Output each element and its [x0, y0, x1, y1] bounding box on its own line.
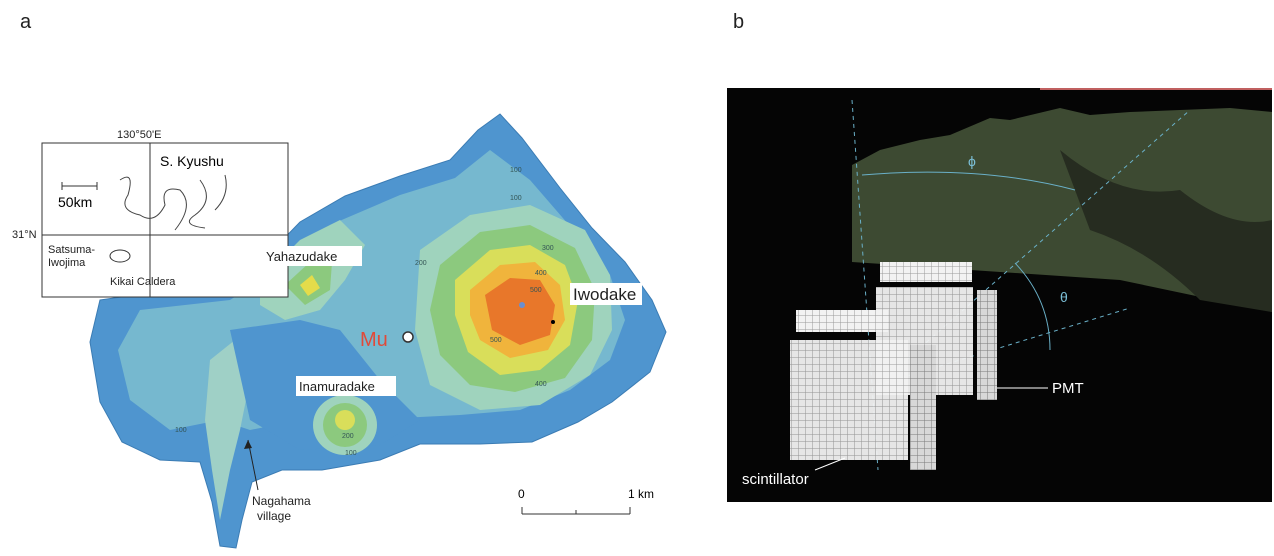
- contour-label: 200: [415, 260, 427, 267]
- place-label: Nagahama: [252, 494, 311, 508]
- contour-label: 400: [535, 381, 547, 388]
- detector-diagram: ϕ θ PMT scintillator: [727, 88, 1272, 502]
- scale-bar: 0 1 km: [518, 487, 654, 514]
- place-label: Yahazudake: [266, 249, 337, 264]
- place-label: village: [257, 509, 291, 523]
- contour-label: 500: [490, 337, 502, 344]
- place-label: Inamuradake: [299, 379, 375, 394]
- inset-island: Iwojima: [48, 257, 86, 269]
- place-label: Mu: [360, 329, 388, 351]
- contour-label: 200: [342, 433, 354, 440]
- figure: a 100 100 300 200 400 500 500 400 200 100 100 130°…: [0, 0, 1274, 551]
- contour-label: 400: [535, 270, 547, 277]
- contour-label: 100: [510, 167, 522, 174]
- panel-label: a: [20, 11, 32, 33]
- contour-label: 300: [542, 245, 554, 252]
- panel-label: b: [733, 11, 744, 33]
- inset-caldera: Kikai Caldera: [110, 276, 176, 288]
- component-label: scintillator: [742, 471, 809, 488]
- angle-label: θ: [1060, 289, 1068, 305]
- contour-label: 100: [345, 450, 357, 457]
- inset-latitude: 31°N: [12, 229, 37, 241]
- place-label: Iwodake: [573, 285, 636, 304]
- inset-map: 130°50'E 31°N S. Kyushu 50km Satsuma- Iw…: [12, 129, 288, 297]
- inset-scale: 50km: [58, 194, 92, 210]
- scale-label: 0: [518, 487, 525, 501]
- inset-longitude: 130°50'E: [117, 129, 161, 141]
- inset-island: Satsuma-: [48, 244, 95, 256]
- angle-label: ϕ: [968, 153, 976, 169]
- scale-label: 1 km: [628, 487, 654, 501]
- component-label: PMT: [1052, 380, 1084, 397]
- inset-region: S. Kyushu: [160, 153, 224, 169]
- contour-label: 100: [175, 427, 187, 434]
- contour-label: 500: [530, 287, 542, 294]
- contour-label: 100: [510, 195, 522, 202]
